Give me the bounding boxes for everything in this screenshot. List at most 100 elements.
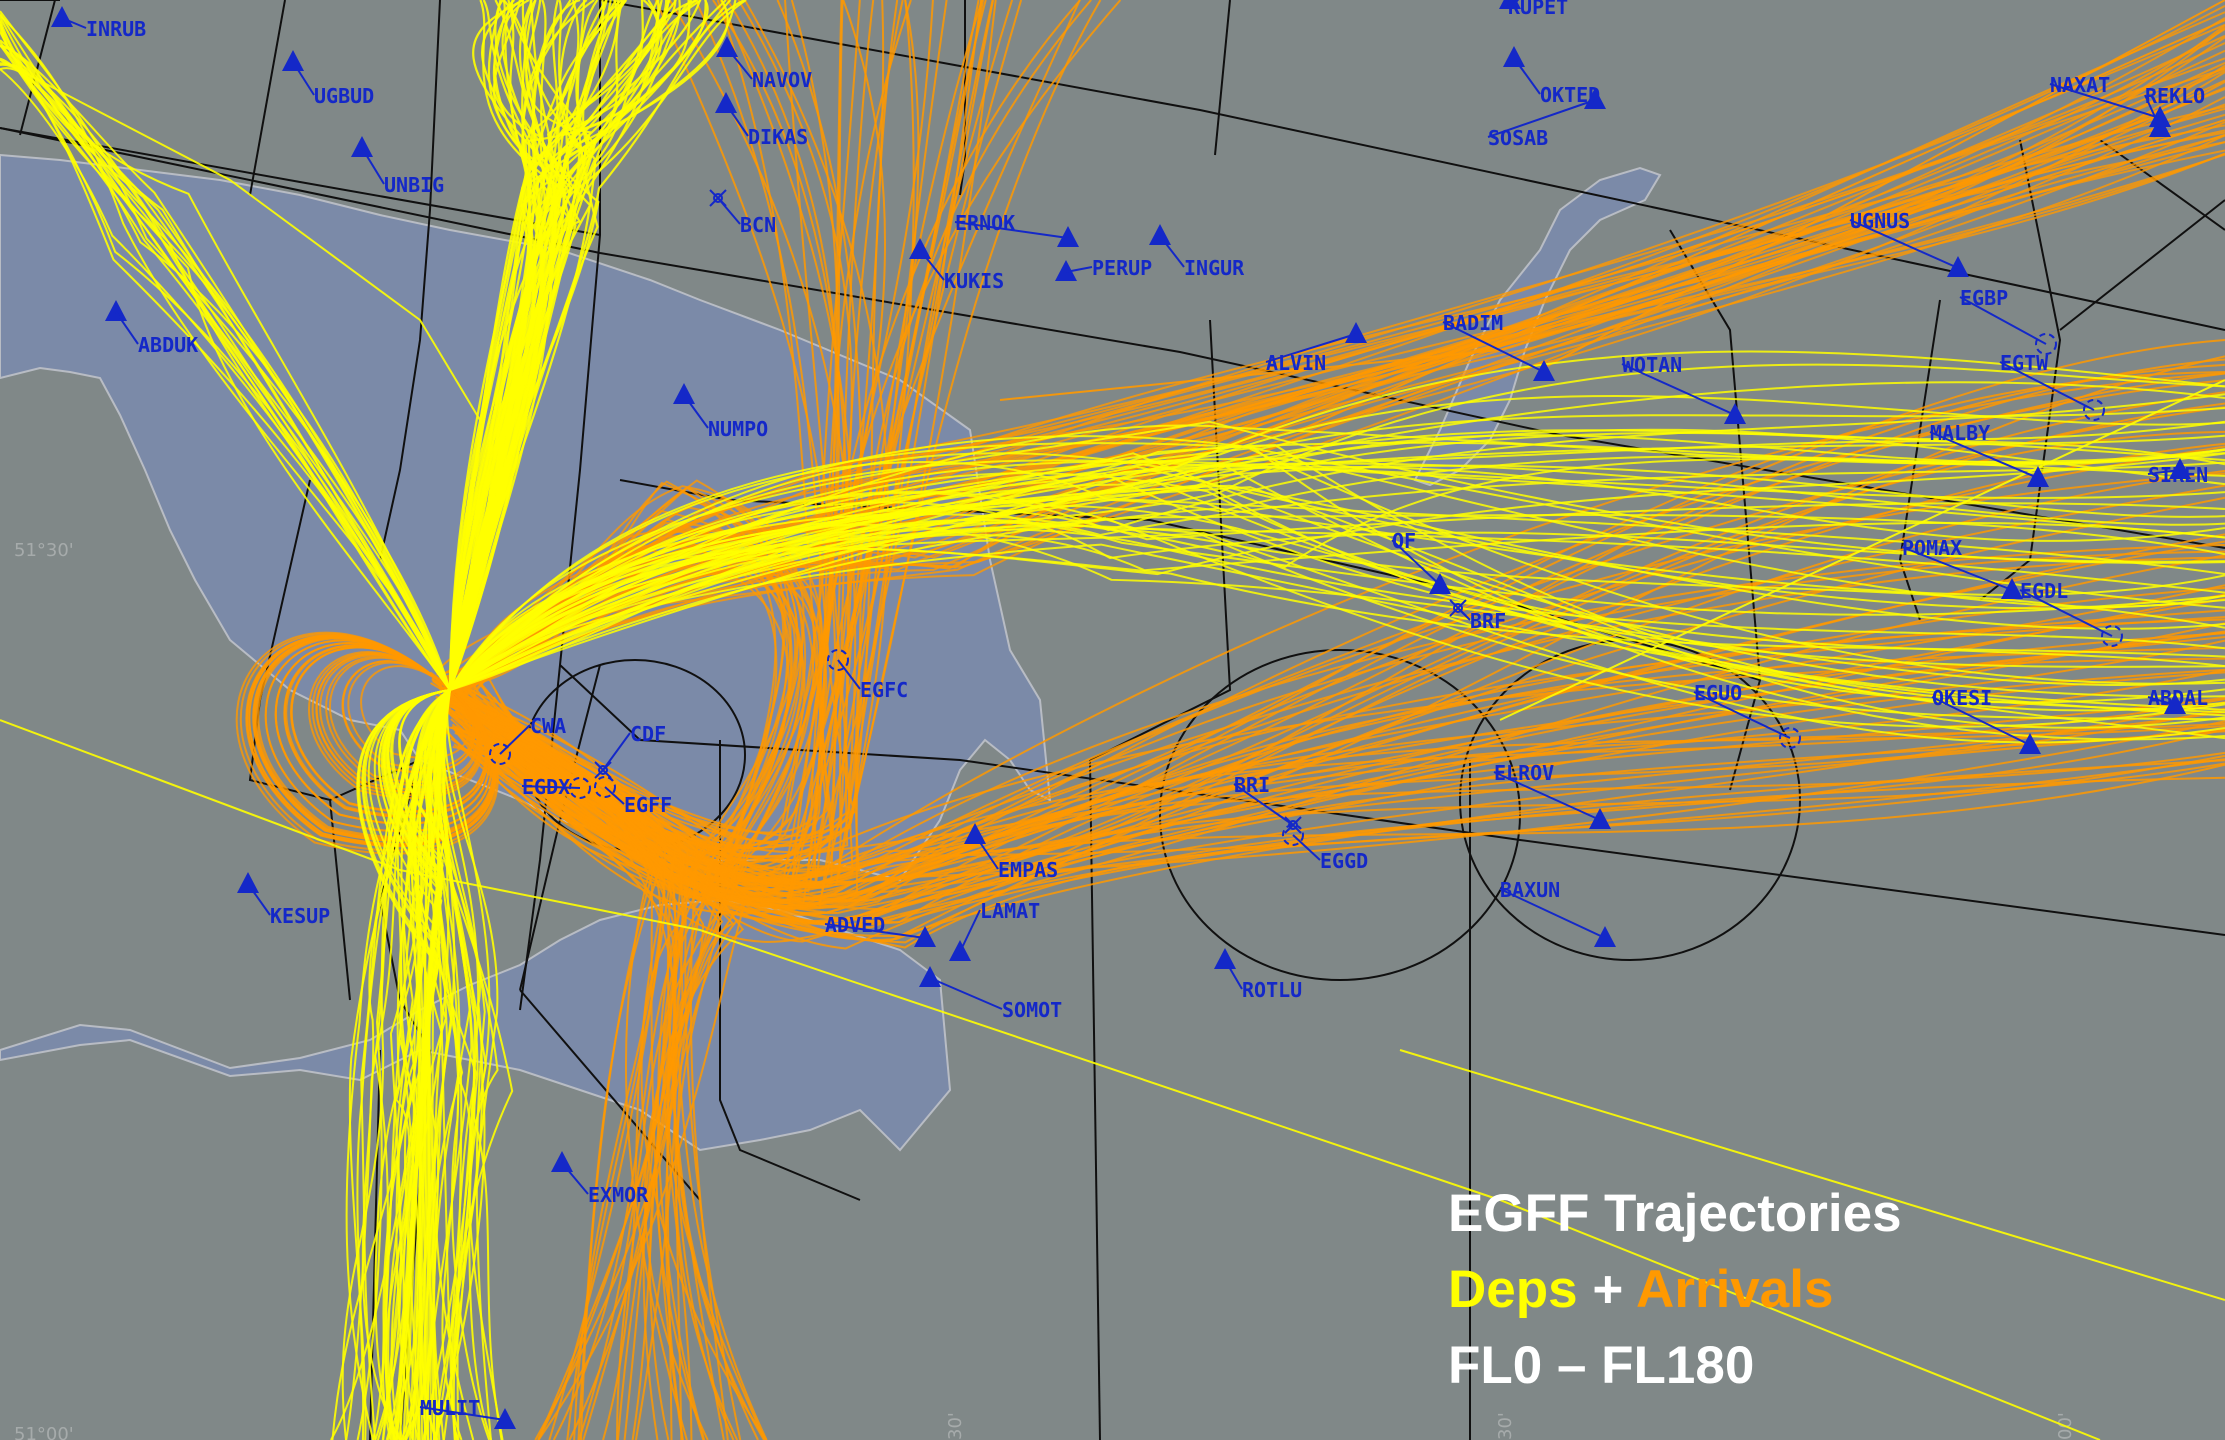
- waypoint-label: WOTAN: [1622, 353, 1682, 377]
- waypoint-eguo[interactable]: EGUO: [1693, 681, 1801, 749]
- airport-icon: [1282, 824, 1304, 846]
- leader-line: [1493, 771, 1601, 821]
- waypoint-siren[interactable]: SIREN: [2147, 458, 2208, 487]
- arrival-track: [441, 679, 678, 1440]
- departure-track: [449, 424, 2225, 691]
- waypoint-egtw[interactable]: EGTW: [1999, 351, 2105, 421]
- waypoint-label: INGUR: [1184, 256, 1245, 280]
- waypoint-empas[interactable]: EMPAS: [964, 823, 1058, 882]
- departure-track: [449, 442, 2225, 704]
- waypoint-reklo[interactable]: REKLO: [2144, 84, 2205, 137]
- sector-boundary: [379, 0, 441, 561]
- leader-line: [837, 659, 861, 690]
- waypoint-elrov[interactable]: ELROV: [1493, 761, 1611, 829]
- departure-track: [449, 524, 2225, 721]
- waypoint-triangle-icon: [2169, 458, 2191, 479]
- waypoint-numpo[interactable]: NUMPO: [673, 383, 768, 441]
- waypoint-ugnus[interactable]: UGNUS: [1849, 209, 1969, 277]
- waypoint-ugbud[interactable]: UGBUD: [282, 50, 374, 108]
- waypoint-unbig[interactable]: UNBIG: [351, 136, 444, 197]
- legend: EGFF Trajectories Deps + Arrivals FL0 – …: [1448, 1176, 1902, 1404]
- waypoint-triangle-icon: [551, 1151, 573, 1172]
- waypoint-label: ELROV: [1494, 761, 1554, 785]
- waypoint-mulit[interactable]: MULIT: [419, 1396, 516, 1429]
- waypoint-kupet[interactable]: KUPET: [1499, 0, 1568, 19]
- waypoint-adved[interactable]: ADVED: [824, 913, 936, 947]
- waypoint-perup[interactable]: PERUP: [1055, 256, 1152, 281]
- waypoint-sosab[interactable]: SOSAB: [1487, 88, 1606, 150]
- leader-line: [2147, 696, 2176, 706]
- waypoint-abdal[interactable]: ABDAL: [2147, 686, 2208, 714]
- waypoint-somot[interactable]: SOMOT: [919, 966, 1062, 1022]
- waypoint-label: BCN: [740, 213, 776, 237]
- departure-track: [448, 0, 620, 691]
- waypoint-egff[interactable]: EGFF: [594, 776, 672, 817]
- waypoint-egdl[interactable]: EGDL: [2019, 579, 2123, 647]
- departure-track: [448, 0, 556, 691]
- departure-track: [449, 462, 2225, 691]
- waypoint-ernok[interactable]: ERNOK: [954, 211, 1079, 247]
- waypoint-cwa[interactable]: CWA: [489, 714, 566, 765]
- waypoint-egbp[interactable]: EGBP: [1959, 286, 2057, 355]
- waypoint-triangle-icon: [1149, 224, 1171, 245]
- waypoint-of[interactable]: OF: [1391, 529, 1451, 594]
- navaid-dot-icon: [1453, 603, 1463, 613]
- leader-line: [1159, 235, 1185, 268]
- waypoint-okesi[interactable]: OKESI: [1931, 686, 2041, 754]
- tma-boundary: [1159, 649, 1521, 981]
- waypoint-label: PERUP: [1092, 256, 1152, 280]
- arrival-track: [444, 703, 684, 1440]
- waypoint-triangle-icon: [1589, 808, 1611, 829]
- departure-track: [345, 689, 451, 1440]
- legend-title: EGFF Trajectories: [1448, 1184, 1902, 1243]
- leader-line: [2144, 94, 2161, 129]
- departure-track: [432, 689, 493, 1440]
- waypoint-label: LAMAT: [980, 899, 1040, 923]
- waypoint-cdf[interactable]: CDF: [594, 722, 666, 779]
- waypoint-alvin[interactable]: ALVIN: [1265, 322, 1367, 375]
- waypoint-brf[interactable]: BRF: [1449, 599, 1506, 633]
- waypoint-label: INRUB: [86, 17, 146, 41]
- leader-line: [1999, 361, 2095, 411]
- waypoint-bri[interactable]: BRI: [1233, 773, 1302, 834]
- waypoint-pomax[interactable]: POMAX: [1901, 536, 2023, 599]
- waypoint-okted[interactable]: OKTED: [1503, 46, 1600, 107]
- departure-track: [448, 0, 592, 691]
- leader-line: [419, 1406, 506, 1421]
- waypoint-kesup[interactable]: KESUP: [237, 872, 330, 928]
- waypoint-triangle-icon: [1214, 948, 1236, 969]
- waypoint-exmor[interactable]: EXMOR: [551, 1151, 649, 1207]
- waypoint-eggd[interactable]: EGGD: [1282, 824, 1368, 873]
- arrival-track: [264, 639, 493, 833]
- waypoint-egdx[interactable]: EGDX: [521, 775, 591, 799]
- waypoint-navov[interactable]: NAVOV: [716, 36, 812, 92]
- waypoint-badim[interactable]: BADIM: [1442, 311, 1555, 381]
- waypoint-inrub[interactable]: INRUB: [51, 6, 146, 41]
- sector-boundary: [369, 1049, 381, 1440]
- waypoint-abduk[interactable]: ABDUK: [105, 300, 198, 357]
- waypoint-ingur[interactable]: INGUR: [1149, 224, 1245, 280]
- waypoint-malby[interactable]: MALBY: [1929, 421, 2049, 487]
- waypoint-kukis[interactable]: KUKIS: [909, 238, 1004, 293]
- arrival-track: [274, 642, 491, 825]
- waypoint-wotan[interactable]: WOTAN: [1621, 353, 1746, 424]
- waypoint-triangle-icon: [237, 872, 259, 893]
- leader-line: [1929, 431, 2039, 479]
- leader-line: [61, 17, 87, 29]
- leader-line: [1959, 296, 2047, 345]
- waypoint-lamat[interactable]: LAMAT: [949, 899, 1040, 961]
- waypoint-label: BADIM: [1443, 311, 1503, 335]
- waypoint-dikas[interactable]: DIKAS: [715, 92, 808, 149]
- waypoint-egfc[interactable]: EGFC: [827, 649, 908, 702]
- waypoint-label: KUKIS: [944, 269, 1004, 293]
- waypoint-triangle-icon: [282, 50, 304, 71]
- waypoint-triangle-icon: [1499, 0, 1521, 9]
- waypoint-baxun[interactable]: BAXUN: [1499, 878, 1616, 947]
- airport-icon: [489, 743, 511, 765]
- waypoint-rotlu[interactable]: ROTLU: [1214, 948, 1302, 1002]
- waypoint-bcn[interactable]: BCN: [709, 189, 776, 237]
- leader-line: [726, 47, 753, 80]
- departure-track: [449, 381, 2225, 691]
- departure-track: [0, 59, 481, 421]
